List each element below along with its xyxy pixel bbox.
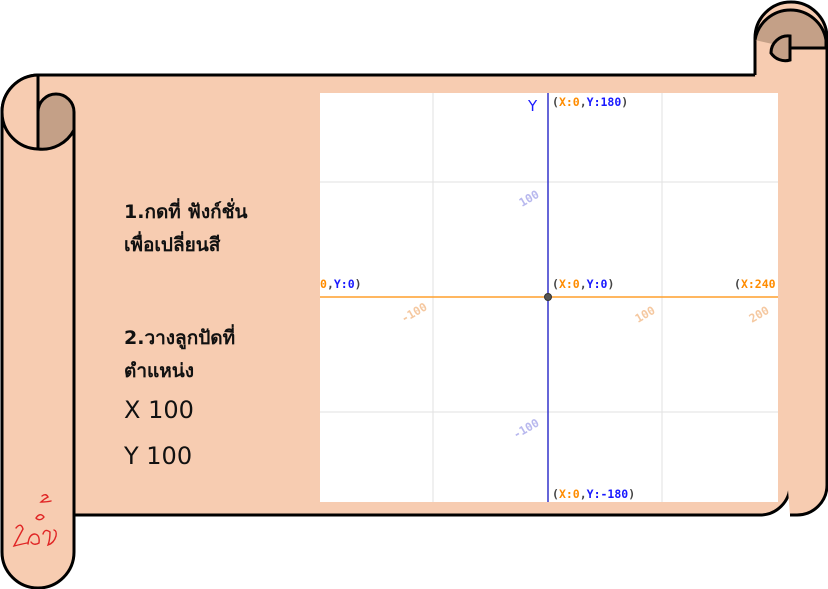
scroll-left-roll-shadow (36, 92, 76, 151)
label-left: 0,Y:0) (320, 277, 362, 291)
tick-x-100: 100 (633, 303, 658, 326)
label-right: (X:240 (734, 277, 776, 291)
instruction-step-1: 1.กดที่ ฟังก์ชั่น เพื่อเปลี่ยนสี (124, 196, 248, 262)
target-x-value: X 100 (124, 396, 194, 424)
tick-x-200: 200 (747, 303, 772, 326)
y-axis-label: Y (527, 97, 538, 115)
coordinate-grid[interactable]: Y (X:0,Y:180) (X:0,Y:0) 0,Y:0) (X:240 (X… (320, 93, 778, 502)
signature-icon (12, 494, 57, 548)
tick-y-100: 100 (517, 187, 542, 210)
tick-x-minus-100: -100 (399, 300, 430, 326)
tick-y-minus-100: -100 (511, 416, 542, 442)
step2-line2: ตำแหน่ง (124, 360, 195, 382)
step1-line1: 1.กดที่ ฟังก์ชั่น (124, 201, 248, 223)
label-top: (X:0,Y:180) (552, 95, 628, 109)
instruction-step-2: 2.วางลูกปัดที่ ตำแหน่ง (124, 322, 235, 388)
label-origin: (X:0,Y:0) (552, 277, 614, 291)
label-bottom: (X:0,Y:-180) (552, 487, 635, 501)
step2-line1: 2.วางลูกปัดที่ (124, 327, 236, 349)
target-y-value: Y 100 (124, 442, 193, 470)
step1-line2: เพื่อเปลี่ยนสี (124, 234, 221, 256)
scroll-left-roll-inner (0, 73, 40, 151)
origin-dot-icon[interactable] (544, 293, 552, 301)
